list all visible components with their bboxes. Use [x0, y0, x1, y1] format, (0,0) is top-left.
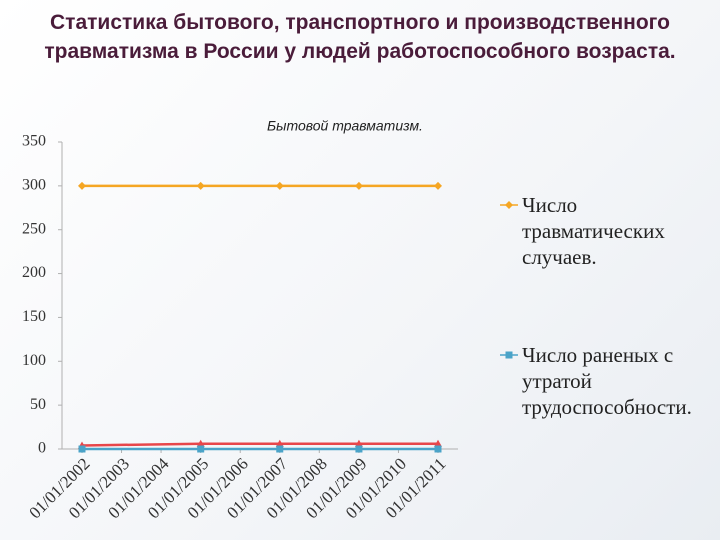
marker	[434, 445, 442, 453]
marker	[197, 445, 205, 453]
legend-label: Число раненых с утратой трудоспособности…	[522, 343, 692, 419]
y-tick-label: 300	[22, 177, 46, 194]
y-tick-label: 0	[38, 440, 46, 457]
marker	[355, 445, 363, 453]
marker	[196, 181, 205, 190]
marker	[434, 439, 442, 447]
marker	[78, 445, 86, 453]
marker	[275, 439, 284, 447]
y-tick-label: 150	[22, 308, 46, 325]
legend-marker	[505, 351, 513, 359]
series-line	[81, 442, 438, 447]
marker	[354, 181, 363, 190]
marker	[78, 181, 86, 190]
marker	[354, 439, 363, 447]
marker	[276, 445, 284, 453]
y-tick-label: 250	[22, 220, 46, 237]
legend-marker	[505, 201, 513, 209]
y-tick-label: 350	[22, 133, 46, 150]
y-tick-label: 200	[22, 264, 46, 281]
marker	[196, 439, 205, 447]
y-tick-label: 100	[22, 352, 46, 369]
chart-subtitle: Бытовой травматизм.	[267, 118, 423, 134]
legend-label: Число травматических случаев.	[522, 193, 665, 269]
slide-title: Статистика бытового, транспортного и про…	[44, 11, 676, 63]
marker	[275, 181, 284, 190]
marker	[434, 181, 442, 190]
y-tick-label: 50	[30, 396, 46, 413]
